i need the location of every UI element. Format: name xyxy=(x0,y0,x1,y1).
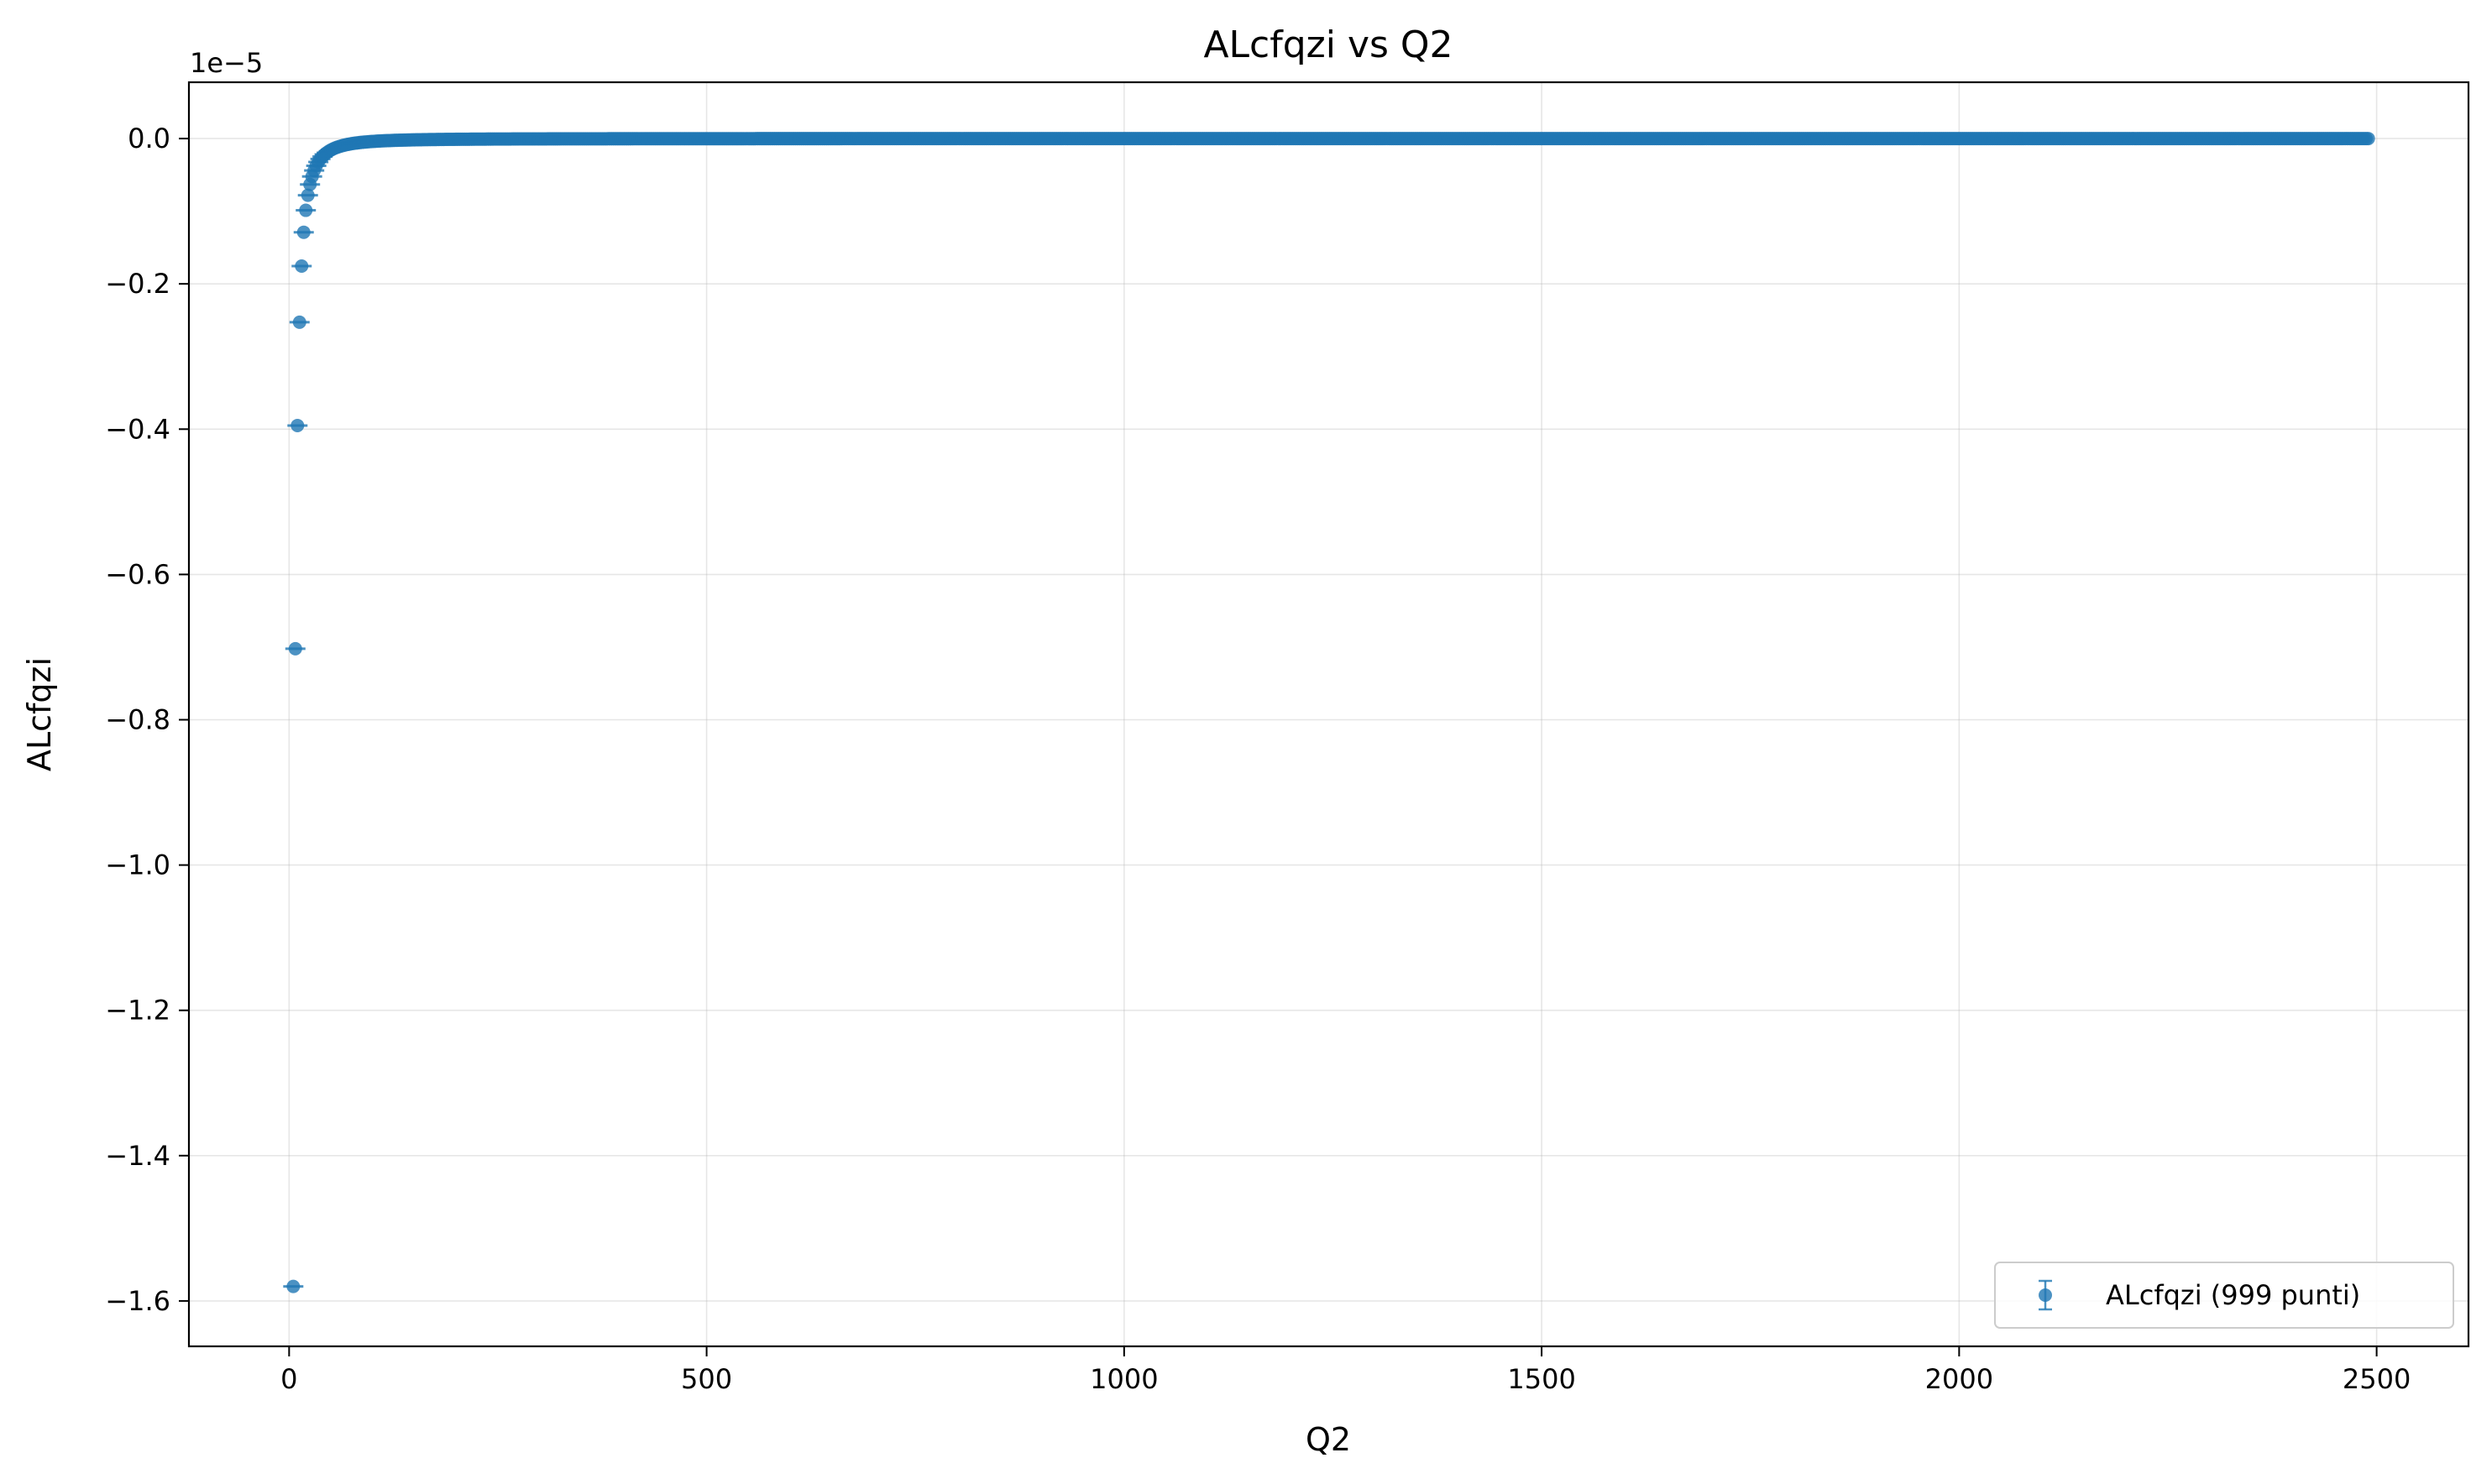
x-tick-label: 2000 xyxy=(1925,1363,1993,1395)
y-tick-label: −0.6 xyxy=(105,558,170,590)
y-tick-label: −1.2 xyxy=(105,995,170,1027)
x-tick-label: 500 xyxy=(681,1363,732,1395)
chart-title: ALcfqzi vs Q2 xyxy=(1203,24,1453,66)
data-point xyxy=(291,418,305,432)
y-axis-offset-label: 1e−5 xyxy=(190,47,263,79)
data-point xyxy=(296,225,311,239)
y-axis-label: ALcfqzi xyxy=(21,657,58,771)
data-point xyxy=(292,315,306,329)
y-tick-label: −0.2 xyxy=(105,268,170,300)
grid xyxy=(189,82,2468,1346)
data-point xyxy=(301,188,315,202)
y-tick-label: 0.0 xyxy=(128,123,170,154)
x-tick-label: 1000 xyxy=(1090,1363,1158,1395)
data-point xyxy=(295,259,309,274)
plot-area-frame xyxy=(187,81,2470,1348)
x-tick-label: 2500 xyxy=(2343,1363,2411,1395)
y-tick-label: −0.8 xyxy=(105,703,170,735)
x-tick-label: 0 xyxy=(280,1363,297,1395)
legend: ALcfqzi (999 punti) xyxy=(1994,1262,2454,1329)
y-tick-label: −1.6 xyxy=(105,1285,170,1317)
y-tick-label: −0.4 xyxy=(105,413,170,445)
legend-box xyxy=(1994,1262,2454,1329)
legend-marker-icon xyxy=(2039,1288,2052,1302)
data-point xyxy=(299,203,313,217)
x-tick-label: 1500 xyxy=(1507,1363,1575,1395)
data-point xyxy=(2361,132,2375,146)
y-axis-ticks: 0.0 −0.2 −0.4 −0.6 −0.8 −1.0 −1.2 −1.4 −1.6 xyxy=(105,123,189,1317)
data-series xyxy=(283,132,2375,1293)
x-axis-label: Q2 xyxy=(1306,1421,1351,1458)
y-tick-label: −1.4 xyxy=(105,1140,170,1172)
legend-label: ALcfqzi (999 punti) xyxy=(2106,1279,2360,1311)
x-axis-ticks: 0 500 1000 1500 2000 2500 xyxy=(280,1346,2411,1395)
data-point xyxy=(288,641,302,656)
data-point xyxy=(286,1279,301,1293)
y-tick-label: −1.0 xyxy=(105,849,170,881)
